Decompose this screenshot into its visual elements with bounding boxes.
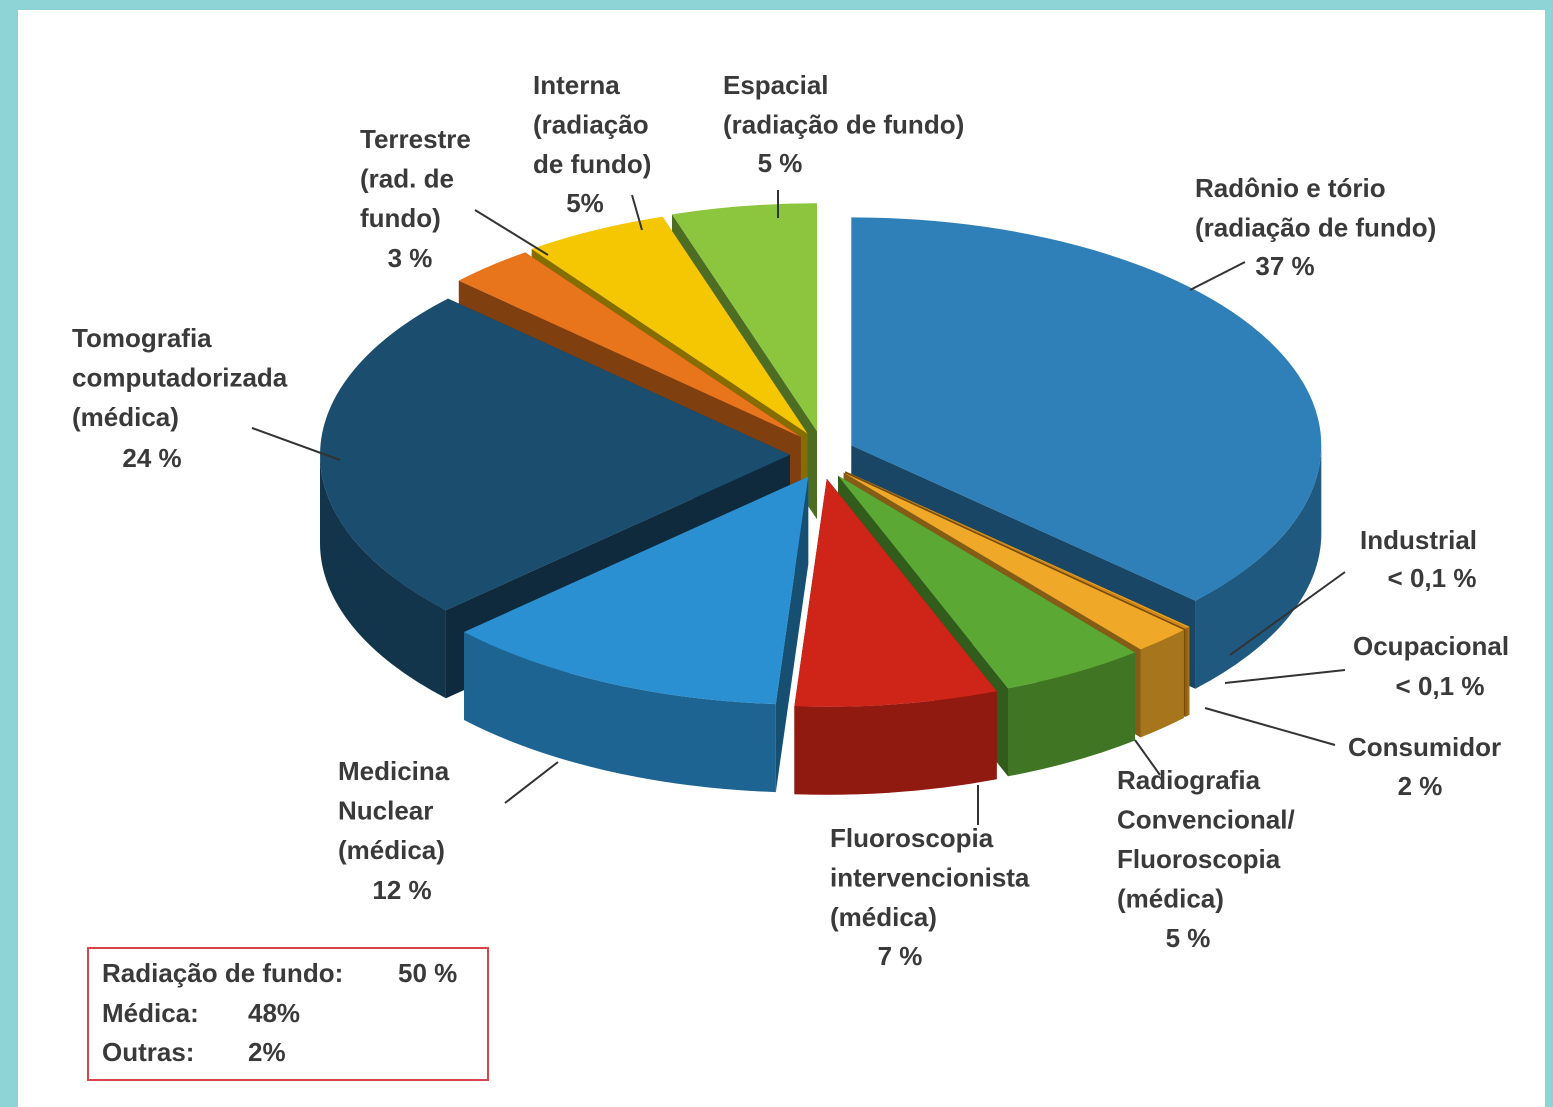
value-label: 3 % [388, 243, 433, 273]
slice-label: Industrial [1360, 525, 1477, 555]
summary-value: 50 % [398, 958, 457, 988]
summary-value: 48% [248, 998, 300, 1028]
slice-label: Terrestre (rad. de fundo) [360, 124, 478, 233]
slice-label: Consumidor [1348, 732, 1501, 762]
slice [794, 478, 997, 707]
slice [838, 475, 1135, 689]
leader-line [1189, 261, 1246, 291]
slice [843, 472, 1184, 650]
slice-shade [1185, 627, 1188, 717]
slice-label: Radônio e tório (radiação de fundo) [1195, 173, 1436, 243]
slice-wall [1008, 652, 1135, 777]
summary-label: Médica: [102, 998, 199, 1028]
leader-line [1229, 571, 1346, 656]
value-label: 2 % [1398, 771, 1443, 801]
slice-wall [320, 454, 446, 699]
value-label: 12 % [372, 875, 431, 905]
leader-line [1224, 669, 1346, 684]
slice-wall [1187, 626, 1190, 716]
slice-shade [1140, 630, 1184, 738]
summary-label: Radiação de fundo: [102, 958, 343, 988]
leader-line [251, 427, 341, 461]
summary-value: 2% [248, 1037, 286, 1067]
value-label: 7 % [878, 941, 923, 971]
slice-label: Interna (radiação de fundo) [533, 70, 656, 179]
value-label: < 0,1 % [1396, 671, 1485, 701]
value-label: 5% [566, 188, 604, 218]
slice [320, 298, 790, 611]
slice-wall [1185, 627, 1188, 717]
slice-wall [1195, 445, 1322, 689]
slice-label: Fluoroscopia intervencionista (médica) [830, 823, 1037, 932]
slice [851, 217, 1322, 601]
leader-line [1134, 739, 1161, 776]
slice-wall [1140, 630, 1184, 738]
leader-line [631, 194, 643, 231]
slice [458, 252, 801, 437]
slice-label: Tomografia computadorizada (médica) [72, 323, 294, 432]
slice-shade [1195, 445, 1322, 689]
leader-line [504, 761, 559, 804]
slice [845, 471, 1188, 629]
value-label: < 0,1 % [1388, 563, 1477, 593]
slice [672, 203, 817, 432]
slice [464, 476, 809, 705]
value-label: 5 % [1166, 923, 1211, 953]
slice-label: Ocupacional [1353, 631, 1509, 661]
slice-shade [464, 632, 776, 793]
value-label: 5 % [758, 148, 803, 178]
slice-label: Medicina Nuclear (médica) [338, 756, 456, 865]
value-label: 37 % [1255, 251, 1314, 281]
slice-label: Espacial (radiação de fundo) [723, 70, 964, 140]
slice [531, 216, 808, 434]
leader-line [1204, 707, 1336, 746]
leader-line [474, 209, 549, 256]
pie [320, 203, 1322, 795]
slice-shade [794, 691, 997, 795]
labels: Radônio e tório (radiação de fundo) 37 % I… [72, 70, 1509, 971]
slice-wall [794, 691, 997, 795]
slice-shade [1187, 626, 1190, 716]
slice [845, 471, 1190, 628]
slice-shade [320, 454, 446, 699]
value-label: 24 % [122, 443, 181, 473]
summary-label: Outras: [102, 1037, 194, 1067]
slice-shade [1008, 652, 1135, 777]
slice-label: Radiografia Convencional/ Fluoroscopia (… [1117, 765, 1302, 914]
slice-wall [464, 632, 776, 793]
summary-box [87, 947, 489, 1081]
